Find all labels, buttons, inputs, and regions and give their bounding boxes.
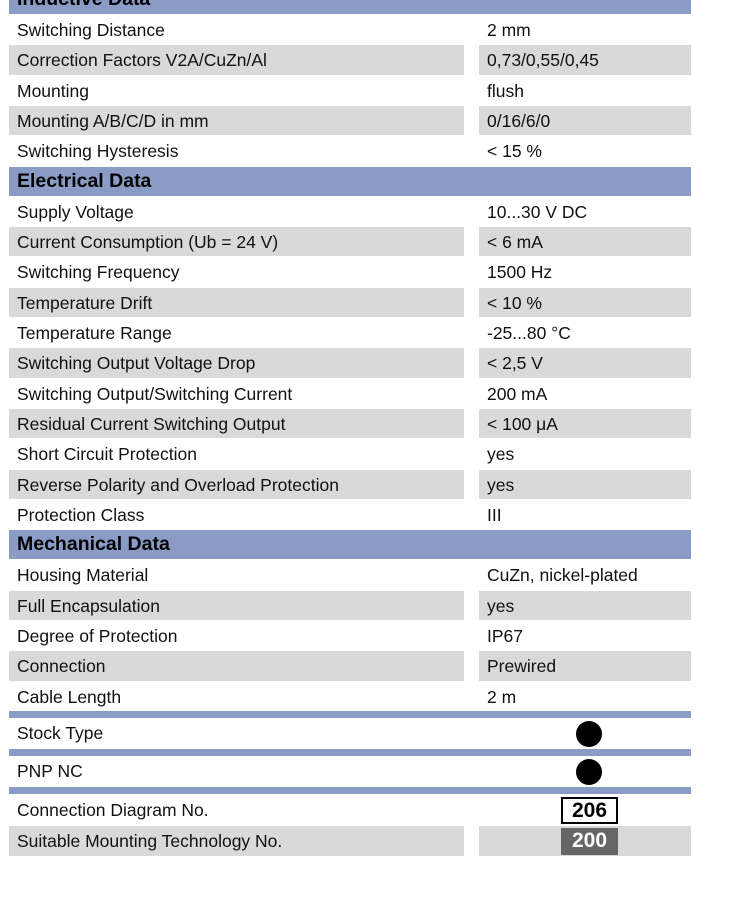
separator-band (9, 711, 691, 718)
row-value: 2 m (487, 686, 517, 707)
row-label: Residual Current Switching Output (9, 408, 464, 439)
option-label: Stock Type (17, 723, 104, 743)
row-value: 0/16/6/0 (479, 105, 691, 136)
row-value: III (487, 504, 502, 525)
row-label: Short Circuit Protection (17, 444, 197, 465)
option-label: PNP NC (17, 761, 83, 781)
row-label: Supply Voltage (17, 201, 134, 222)
row-value: yes (487, 444, 515, 465)
row-value: -25...80 °C (487, 323, 571, 343)
row-value: 2 mm (487, 20, 531, 40)
row-value: < 6 mA (479, 227, 691, 257)
indicator-dot (576, 759, 602, 785)
row-value: yes (479, 469, 691, 499)
row-value: 0,73/0,55/0,45 (479, 45, 691, 75)
row-label: Housing Material (17, 565, 149, 586)
row-label: Reverse Polarity and Overload Protection (9, 469, 464, 499)
row-label: Connection (9, 651, 464, 681)
separator-band (9, 749, 691, 756)
row-value: < 100 μA (479, 408, 691, 439)
row-value: CuZn, nickel-plated (487, 565, 638, 586)
row-value: IP67 (487, 626, 523, 646)
row-label: Mounting A/B/C/D in mm (9, 105, 464, 136)
reference-label: Suitable Mounting Technology No. (9, 825, 464, 856)
row-label: Cable Length (17, 686, 122, 707)
reference-number: 200 (561, 827, 618, 855)
row-label: Temperature Range (17, 323, 172, 343)
row-label: Switching Output Voltage Drop (9, 348, 464, 378)
row-value: < 15 % (487, 141, 542, 162)
row-label: Current Consumption (Ub = 24 V) (9, 227, 464, 257)
reference-label: Connection Diagram No. (17, 800, 209, 820)
row-value: 200 mA (487, 383, 548, 404)
row-label: Switching Output/Switching Current (17, 383, 293, 404)
row-label: Switching Distance (17, 20, 165, 40)
row-label: Full Encapsulation (9, 590, 464, 620)
separator-band (9, 787, 691, 794)
row-label: Switching Frequency (17, 262, 180, 283)
row-value: 1500 Hz (487, 262, 553, 283)
row-value: Prewired (479, 651, 691, 681)
row-value: flush (487, 80, 524, 101)
row-label: Protection Class (17, 504, 145, 525)
indicator-dot (576, 721, 602, 747)
row-label: Temperature Drift (9, 287, 464, 317)
row-label: Switching Hysteresis (17, 141, 179, 162)
row-value: < 2,5 V (479, 348, 691, 378)
row-value: 10...30 V DC (487, 201, 588, 222)
reference-number: 206 (561, 797, 618, 824)
section-header: Electrical Data (9, 166, 691, 196)
row-value: < 10 % (479, 287, 691, 317)
section-header: Mechanical Data (9, 530, 691, 560)
section-header: Inductive Data (9, 0, 691, 14)
row-value: yes (479, 590, 691, 620)
row-label: Mounting (17, 80, 89, 101)
row-label: Degree of Protection (17, 626, 178, 646)
row-label: Correction Factors V2A/CuZn/Al (9, 45, 464, 75)
